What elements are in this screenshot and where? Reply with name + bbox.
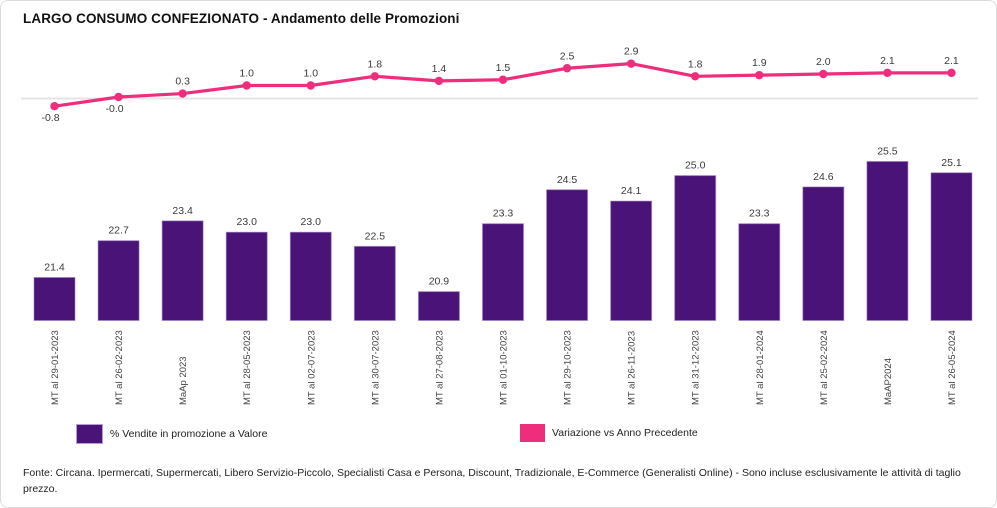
x-axis-category-label: MT al 02-07-2023 (306, 330, 317, 405)
line-value-label: -0.0 (106, 103, 124, 115)
x-axis-category-label: MT al 30-07-2023 (370, 330, 381, 405)
bar-value-label: 20.9 (429, 276, 450, 288)
x-axis-category-label: MT al 26-05-2024 (947, 330, 958, 405)
line-point (434, 76, 444, 86)
bar-value-label: 24.6 (813, 171, 834, 183)
bar (802, 186, 845, 321)
line-point (114, 92, 123, 102)
bar-value-label: 25.1 (941, 157, 962, 169)
bar (546, 189, 589, 321)
bar-value-label: 22.7 (108, 225, 129, 237)
bar-value-label: 23.3 (749, 208, 770, 220)
line-value-label: 1.9 (752, 57, 767, 69)
line-point (819, 69, 828, 79)
line-value-label: 1.0 (303, 68, 318, 80)
line-value-label: 1.8 (368, 58, 383, 70)
line-value-label: 1.5 (496, 62, 511, 74)
bar (866, 160, 909, 321)
line-point (50, 102, 59, 111)
line-value-label: 2.5 (560, 50, 575, 62)
bar (417, 291, 460, 322)
bar (353, 245, 396, 322)
x-axis-category-label: MT al 29-10-2023 (563, 330, 574, 405)
x-axis-category-label: MT al 26-11-2023 (627, 331, 638, 405)
x-axis-category-label: MT al 01-10-2023 (498, 330, 509, 405)
line-point (626, 59, 636, 68)
bar-series-swatch (76, 424, 103, 444)
bar-value-label: 24.1 (621, 185, 642, 197)
bar-value-label: 22.5 (365, 230, 386, 242)
line-value-label: 2.0 (816, 56, 831, 68)
bar-value-label: 25.0 (685, 160, 706, 172)
chart-title: LARGO CONSUMO CONFEZIONATO - Andamento d… (23, 11, 460, 26)
line-value-label: 2.9 (624, 46, 639, 58)
line-point (562, 64, 572, 73)
bar (930, 172, 973, 321)
line-value-label: 0.3 (175, 76, 190, 88)
line-point (755, 70, 764, 80)
bar (289, 231, 332, 321)
x-axis-category-label: MT al 31-12-2023 (691, 330, 702, 405)
x-axis-category-label: MT al 26-02-2023 (114, 330, 125, 405)
line-value-label: 2.1 (880, 55, 895, 67)
bar-value-label: 23.0 (236, 216, 257, 228)
bar-value-label: 23.3 (493, 208, 514, 220)
line-point (498, 75, 508, 84)
bar-value-label: 25.5 (877, 145, 898, 157)
bar (674, 175, 717, 321)
legend-item-line-series: Variazione vs Anno Precedente (520, 424, 698, 442)
bar-series-label: % Vendite in promozione a Valore (110, 428, 268, 440)
x-axis-category-label: MaAP2024 (883, 358, 894, 405)
line-value-label: -0.8 (41, 112, 59, 124)
bar-value-label: 24.5 (557, 174, 578, 186)
combo-chart: 21.4 MT al 29-01-2023 22.7 MT al 26-02-2023… (21, 46, 978, 405)
bar (738, 223, 781, 322)
x-axis-category-label: MT al 25-02-2024 (819, 330, 830, 405)
line-value-label: 2.1 (944, 55, 959, 67)
bar-value-label: 23.4 (172, 205, 193, 217)
line-value-label: 1.8 (688, 58, 703, 70)
line-point (691, 72, 700, 81)
x-axis-category-label: MaAp 2023 (178, 356, 189, 405)
source-note: Fonte: Circana. Ipermercati, Supermercat… (23, 467, 961, 496)
bar (481, 223, 524, 322)
x-axis-category-label: MT al 27-08-2023 (434, 330, 445, 405)
line-point (947, 68, 956, 78)
line-point (178, 89, 187, 98)
line-value-label: 1.4 (432, 63, 447, 75)
line-value-label: 1.0 (239, 68, 254, 80)
bar-value-label: 23.0 (301, 216, 322, 228)
line-point (306, 81, 315, 90)
bar (225, 231, 268, 321)
bar-value-label: 21.4 (44, 261, 65, 273)
line-point (370, 72, 380, 81)
line-series-swatch (520, 424, 545, 442)
bar (610, 200, 653, 322)
legend-item-bar-series: % Vendite in promozione a Valore (76, 424, 267, 444)
line-series-label: Variazione vs Anno Precedente (552, 427, 698, 439)
x-axis-category-label: MT al 28-05-2023 (242, 330, 253, 405)
line-point (883, 68, 892, 78)
x-axis-category-label: MT al 28-01-2024 (755, 330, 766, 405)
x-axis-category-label: MT al 29-01-2023 (50, 330, 61, 405)
line-point (242, 81, 251, 90)
bar (161, 220, 204, 321)
bar (33, 276, 76, 322)
bar (97, 240, 140, 321)
